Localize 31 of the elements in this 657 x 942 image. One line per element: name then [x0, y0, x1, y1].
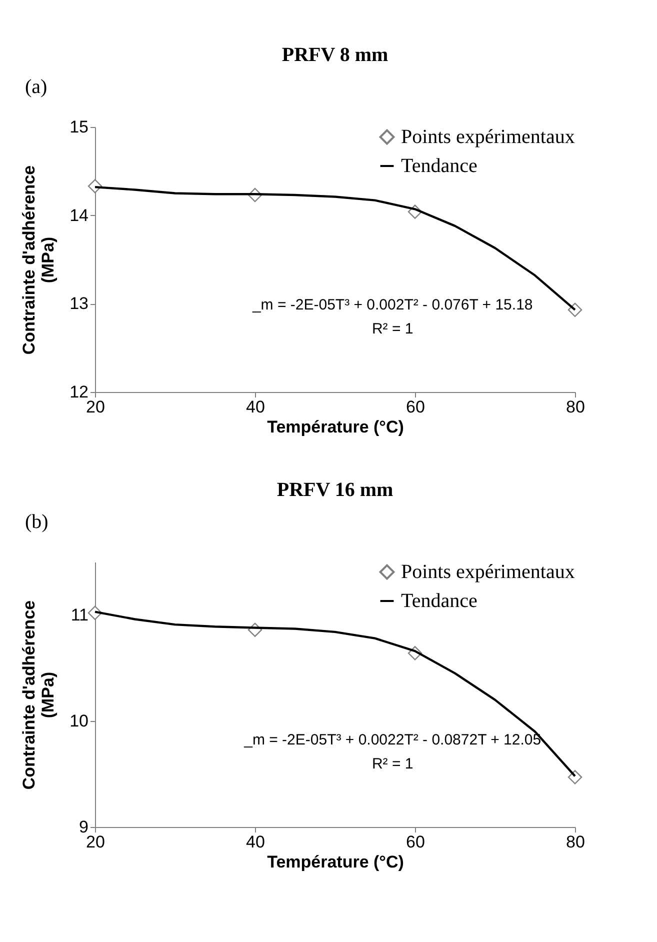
y-tick-label: 15 [70, 118, 88, 136]
y-tick-label: 11 [70, 606, 88, 624]
x-tick-label: 20 [86, 398, 105, 416]
text: (a) [25, 76, 48, 98]
x-tick-label: 80 [566, 832, 585, 852]
annotation: R² = 1 [372, 320, 414, 338]
legend-label: Tendance [401, 590, 478, 612]
y-tick-label: 12 [70, 382, 88, 402]
y-tick-label: 9 [79, 818, 88, 836]
y-tick-label: 14 [70, 206, 88, 225]
annotation: R² = 1 [372, 756, 414, 773]
y-axis-title: Contrainte d'adhérence (MPa) [20, 600, 58, 790]
x-axis-title: Température (°C) [267, 852, 404, 872]
y-axis-title: Contrainte d'adhérence (MPa) [20, 165, 58, 355]
legend-label: Points expérimentaux [401, 126, 575, 148]
chart-title: PRFV 8 mm [282, 44, 388, 66]
text: (b) [25, 511, 48, 533]
x-axis-title: Température (°C) [267, 418, 404, 436]
x-tick-label: 40 [246, 832, 265, 852]
legend-label: Points expérimentaux [401, 561, 575, 583]
annotation: _m = -2E-05T³ + 0.0022T² - 0.0872T + 12.05 [243, 732, 542, 749]
x-tick-label: 60 [406, 398, 425, 416]
x-tick-label: 40 [246, 398, 265, 416]
legend-label: Tendance [401, 155, 478, 177]
x-tick-label: 20 [86, 832, 105, 852]
y-tick-label: 13 [70, 294, 88, 314]
x-tick-label: 80 [566, 398, 585, 416]
annotation: _m = -2E-05T³ + 0.002T² - 0.076T + 15.18 [251, 296, 533, 314]
x-tick-label: 60 [406, 832, 425, 852]
y-tick-label: 10 [70, 712, 88, 730]
chart-title: PRFV 16 mm [276, 479, 394, 501]
